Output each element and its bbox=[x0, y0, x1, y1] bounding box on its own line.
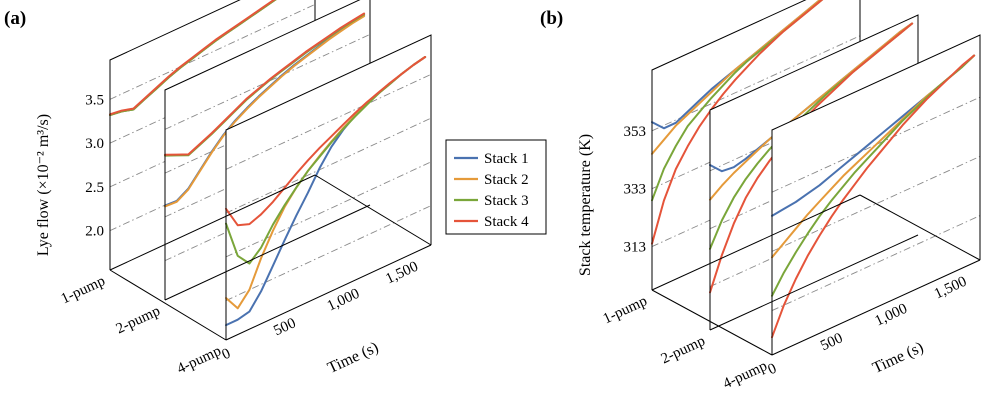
panel-b-label: (b) bbox=[540, 8, 563, 29]
panel-b-floor-edge bbox=[709, 234, 919, 331]
panel-b-floor-edge bbox=[651, 194, 861, 291]
panel-a-ytick-2: 2.0 bbox=[85, 224, 104, 240]
panel-b-xlabel: Time (s) bbox=[870, 339, 926, 377]
panel-b-ylabel: Stack temperature (K) bbox=[577, 134, 594, 276]
panel-a-slice-4-pump bbox=[225, 34, 432, 340]
legend: Stack 1 Stack 2 Stack 3 Stack 4 bbox=[445, 139, 547, 235]
panel-b-1-pump-series-2 bbox=[651, 0, 822, 155]
panel-b-ytick-1: 313 bbox=[624, 240, 647, 256]
panel-a-slice-label-2: 2-pump bbox=[114, 303, 163, 337]
panel-b-1-pump-series-4 bbox=[651, 0, 824, 245]
panel-a-2-pump-series-2 bbox=[164, 15, 366, 208]
panel-a-xlabel: Time (s) bbox=[325, 339, 381, 377]
panel-b-depth-axis bbox=[651, 289, 773, 356]
legend-box bbox=[445, 139, 547, 235]
panel-a-plane-bg bbox=[226, 35, 431, 340]
panel-a-label: (a) bbox=[4, 8, 26, 29]
panel-b-plane-frame bbox=[771, 34, 981, 355]
panel-b-slice-4-pump bbox=[771, 34, 981, 355]
panel-b-ytick-3: 353 bbox=[624, 124, 647, 140]
panel-a-depth-axis-back bbox=[314, 174, 432, 246]
panel-b-plane-bg bbox=[772, 35, 980, 355]
panel-b-ref-line bbox=[771, 215, 981, 312]
legend-label-4: Stack 4 bbox=[484, 214, 529, 230]
panel-b-slice-label-1: 1-pump bbox=[601, 293, 650, 327]
panel-b-ytick-2: 333 bbox=[624, 182, 647, 198]
panel-b-4-pump-series-4 bbox=[771, 54, 976, 339]
panel-a-slice-label-3: 4-pump bbox=[175, 343, 224, 377]
panel-b: (b) Stack temperature (K) Time (s) 1-pum… bbox=[540, 0, 981, 392]
legend-label-3: Stack 3 bbox=[484, 193, 529, 209]
panel-a-ref-line bbox=[225, 117, 432, 214]
panel-b-xtick-2: 500 bbox=[818, 330, 845, 354]
panel-a-ytick-4: 3.0 bbox=[85, 136, 104, 152]
panel-a-floor-edge bbox=[225, 244, 432, 341]
panel-b-xtick-1: 0 bbox=[766, 361, 780, 379]
panel-a-4-pump-series-4 bbox=[225, 56, 427, 227]
panel-a-ytick-5: 3.5 bbox=[85, 92, 104, 108]
panel-a-ref-line bbox=[225, 161, 432, 258]
legend-label-1: Stack 1 bbox=[484, 151, 529, 167]
panel-a-ref-line bbox=[109, 3, 316, 100]
panel-b-ref-line bbox=[651, 35, 861, 132]
panel-a: (a) Lye flow (×10⁻² m³/s) Time (s) 1-pum… bbox=[4, 0, 432, 377]
panel-a-ref-line bbox=[225, 73, 432, 170]
panel-a-xtick-1: 0 bbox=[220, 346, 234, 364]
panel-a-ylabel: Lye flow (×10⁻² m³/s) bbox=[35, 114, 52, 256]
panel-b-2-pump-series-2 bbox=[709, 22, 914, 201]
panel-b-slice-label-2: 2-pump bbox=[659, 333, 708, 367]
panel-a-slice-label-1: 1-pump bbox=[59, 273, 108, 307]
panel-a-ytick-3: 2.5 bbox=[85, 180, 104, 196]
panel-a-2-pump-series-4 bbox=[164, 12, 366, 156]
panel-b-floor-edge bbox=[771, 259, 981, 356]
panel-b-ref-line bbox=[771, 96, 981, 193]
panel-a-ref-line bbox=[225, 205, 432, 302]
panel-a-depth-axis bbox=[109, 269, 227, 341]
panel-a-floor-edge bbox=[109, 174, 316, 271]
panel-a-1-pump-series-4 bbox=[109, 0, 276, 116]
legend-label-2: Stack 2 bbox=[484, 172, 529, 188]
panel-b-slice-label-3: 4-pump bbox=[721, 358, 770, 392]
panel-b-ref-line bbox=[771, 155, 981, 252]
panel-a-plane-frame bbox=[225, 34, 432, 340]
panel-b-depth-axis-back bbox=[859, 194, 981, 261]
panel-a-xtick-2: 500 bbox=[271, 315, 298, 339]
panel-a-floor-edge bbox=[164, 204, 371, 301]
